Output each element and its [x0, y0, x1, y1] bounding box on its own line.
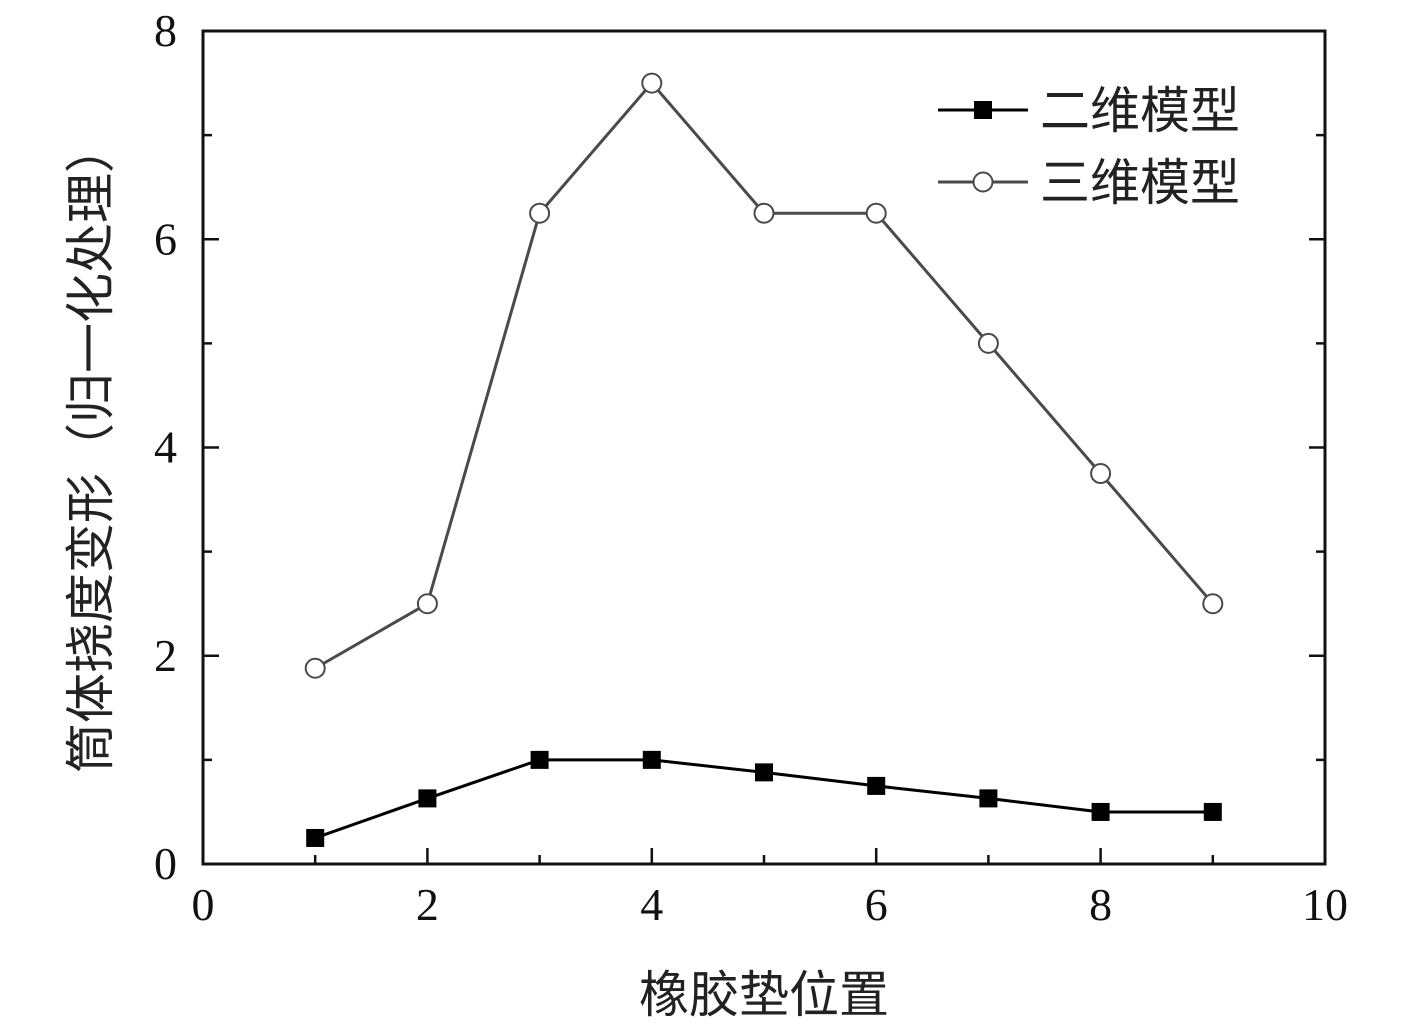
data-point [753, 202, 775, 224]
data-point [1202, 593, 1224, 615]
data-point [1203, 802, 1222, 821]
series-2 [304, 72, 1224, 679]
y-tick-label: 2 [154, 630, 177, 681]
data-point [977, 332, 999, 354]
data-point [418, 789, 437, 808]
legend-label: 二维模型 [1040, 82, 1240, 140]
data-point [304, 657, 326, 679]
data-point [642, 750, 661, 769]
data-point [1090, 463, 1112, 485]
data-point [641, 72, 663, 94]
y-tick-label: 8 [154, 5, 177, 56]
legend-marker [972, 171, 994, 193]
legend-marker [974, 101, 992, 119]
data-point [529, 202, 551, 224]
data-point [867, 776, 886, 795]
legend-item: 二维模型 [938, 82, 1240, 140]
x-tick-label: 8 [1089, 879, 1112, 930]
x-tick-label: 2 [416, 879, 439, 930]
data-point [1091, 802, 1110, 821]
data-point [979, 789, 998, 808]
legend-item: 三维模型 [938, 154, 1240, 212]
data-point [416, 593, 438, 615]
x-tick-label: 6 [865, 879, 888, 930]
x-tick-label: 4 [640, 879, 663, 930]
y-tick-label: 4 [154, 422, 177, 473]
data-point [865, 202, 887, 224]
x-axis-title: 橡胶垫位置 [639, 966, 889, 1024]
series-1 [306, 750, 1222, 847]
y-axis-title: 筒体挠度变形（归一化处理） [62, 123, 120, 773]
y-tick-label: 6 [154, 213, 177, 264]
x-tick-label: 0 [192, 879, 215, 930]
data-point [306, 828, 325, 847]
y-tick-label: 0 [154, 838, 177, 889]
data-point [755, 763, 773, 782]
data-point [530, 750, 549, 769]
legend-label: 三维模型 [1040, 154, 1240, 212]
x-tick-label: 10 [1302, 879, 1348, 930]
